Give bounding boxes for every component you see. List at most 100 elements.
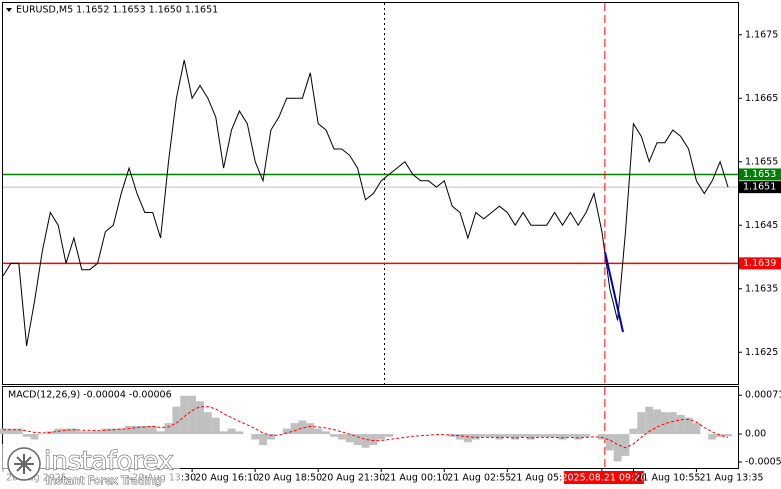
y-tick-label: 1.1675 [745,29,778,40]
plot-layer: 1.1625 1.1635 1.1645 1.1655 1.1665 1.1675 1.16… [0,3,781,484]
price-line [2,59,729,346]
macd-bar [219,431,228,435]
macd-bar [645,406,654,435]
macd-bar [101,428,110,435]
macd-bar [259,434,267,446]
x-tick-label: 20 Aug 16:10 [195,473,259,484]
macd-bar [148,425,157,435]
macd-bar [668,412,677,435]
macd-bar [495,434,504,440]
macd-bar [172,406,181,435]
level-label: 1.1653 [743,169,776,180]
macd-bar [653,409,661,435]
x-tick-label: 20 Aug 21:30 [321,473,385,484]
y-tick-label: 0.00 [745,429,766,440]
macd-bar [164,423,173,435]
macd-bar [251,434,260,440]
logo-icon-mark [14,454,34,474]
trend-line [604,251,624,333]
macd-bar [227,428,236,435]
macd-title: MACD(12,26,9) -0.00004 -0.00006 [8,390,172,401]
y-tick-label: -0.00051 [745,456,781,467]
signal-line [3,406,729,449]
macd-bar [684,417,693,435]
macd-bar [0,428,7,435]
macd-bar [298,420,307,435]
macd-bar [30,434,39,440]
menu-arrow [6,8,12,12]
macd-bar [605,434,614,451]
macd-bar [534,434,543,437]
macd-bar [582,434,591,437]
cursor-label: 2025.08.21 09:20 [561,473,646,484]
level-label: 1.1639 [743,258,776,269]
main-pane [2,2,739,385]
macd-bar [140,425,149,435]
macd-bar [322,431,331,435]
macd-bar [156,431,165,435]
macd-bar [471,434,480,440]
macd-bar [660,412,669,435]
macd-bar [330,434,338,437]
macd-bar [456,434,464,440]
macd-bar [337,434,346,440]
macd-bar [353,434,362,446]
macd-bar [527,434,535,440]
macd-bar [117,428,126,435]
macd-bar [85,431,94,435]
macd-bar [542,434,551,437]
macd-bar [724,434,732,437]
macd-bar [133,425,141,435]
macd-bar [188,395,197,435]
macd-bar [676,414,685,435]
y-tick-label: 0.00071 [745,390,781,401]
macd-bar [463,434,472,443]
macd-bar [180,395,189,435]
macd-bar [550,434,559,437]
cursor-label-bg [563,471,644,484]
macd-bar [235,431,244,435]
macd-bar [377,434,386,440]
macd-bar [629,428,638,435]
macd-bar [637,412,646,435]
macd-bar [566,434,575,437]
macd-bar [211,417,220,435]
macd-bar [613,434,622,462]
macd-bar [519,434,528,437]
x-tick-label: 21 Aug 05:35 [510,473,574,484]
x-tick-label: 21 Aug 00:10 [384,473,448,484]
y-tick-label: 1.1655 [745,156,778,167]
macd-bar [558,434,567,440]
macd-bar [77,431,86,435]
macd-bar [290,423,299,435]
macd-bar [621,434,630,456]
macd-bar [479,434,488,437]
macd-bar [306,423,315,435]
logo-tagline: Instant Forex Trading [46,474,162,487]
macd-bar [69,428,78,435]
last-price-bg [739,181,781,194]
macd-bar [203,412,212,435]
macd-bar [503,434,512,437]
chart-title: EURUSD,M5 1.1652 1.1653 1.1650 1.1651 [16,5,218,16]
y-tick-label: 1.1625 [745,347,778,358]
macd-bar [574,434,583,440]
macd-bar [22,434,31,437]
macd-pane [2,386,739,469]
logo-text: instaforex [44,447,173,477]
level-label-bg [739,168,781,181]
macd-bar [196,401,204,435]
last-price-label: 1.1651 [743,182,776,193]
watermark: instaforex Instant Forex Trading [0,444,180,489]
macd-bar [14,428,23,435]
x-tick-label: 21 Aug 02:55 [447,473,511,484]
macd-bar [93,431,102,435]
macd-bar [266,434,275,440]
macd-bar [62,428,70,435]
macd-bar [6,428,15,435]
x-tick-label: 21 Aug 10:55 [636,473,700,484]
y-tick-label: 1.1645 [745,220,778,231]
macd-bar [125,425,134,435]
y-tick-label: 1.1635 [745,283,778,294]
